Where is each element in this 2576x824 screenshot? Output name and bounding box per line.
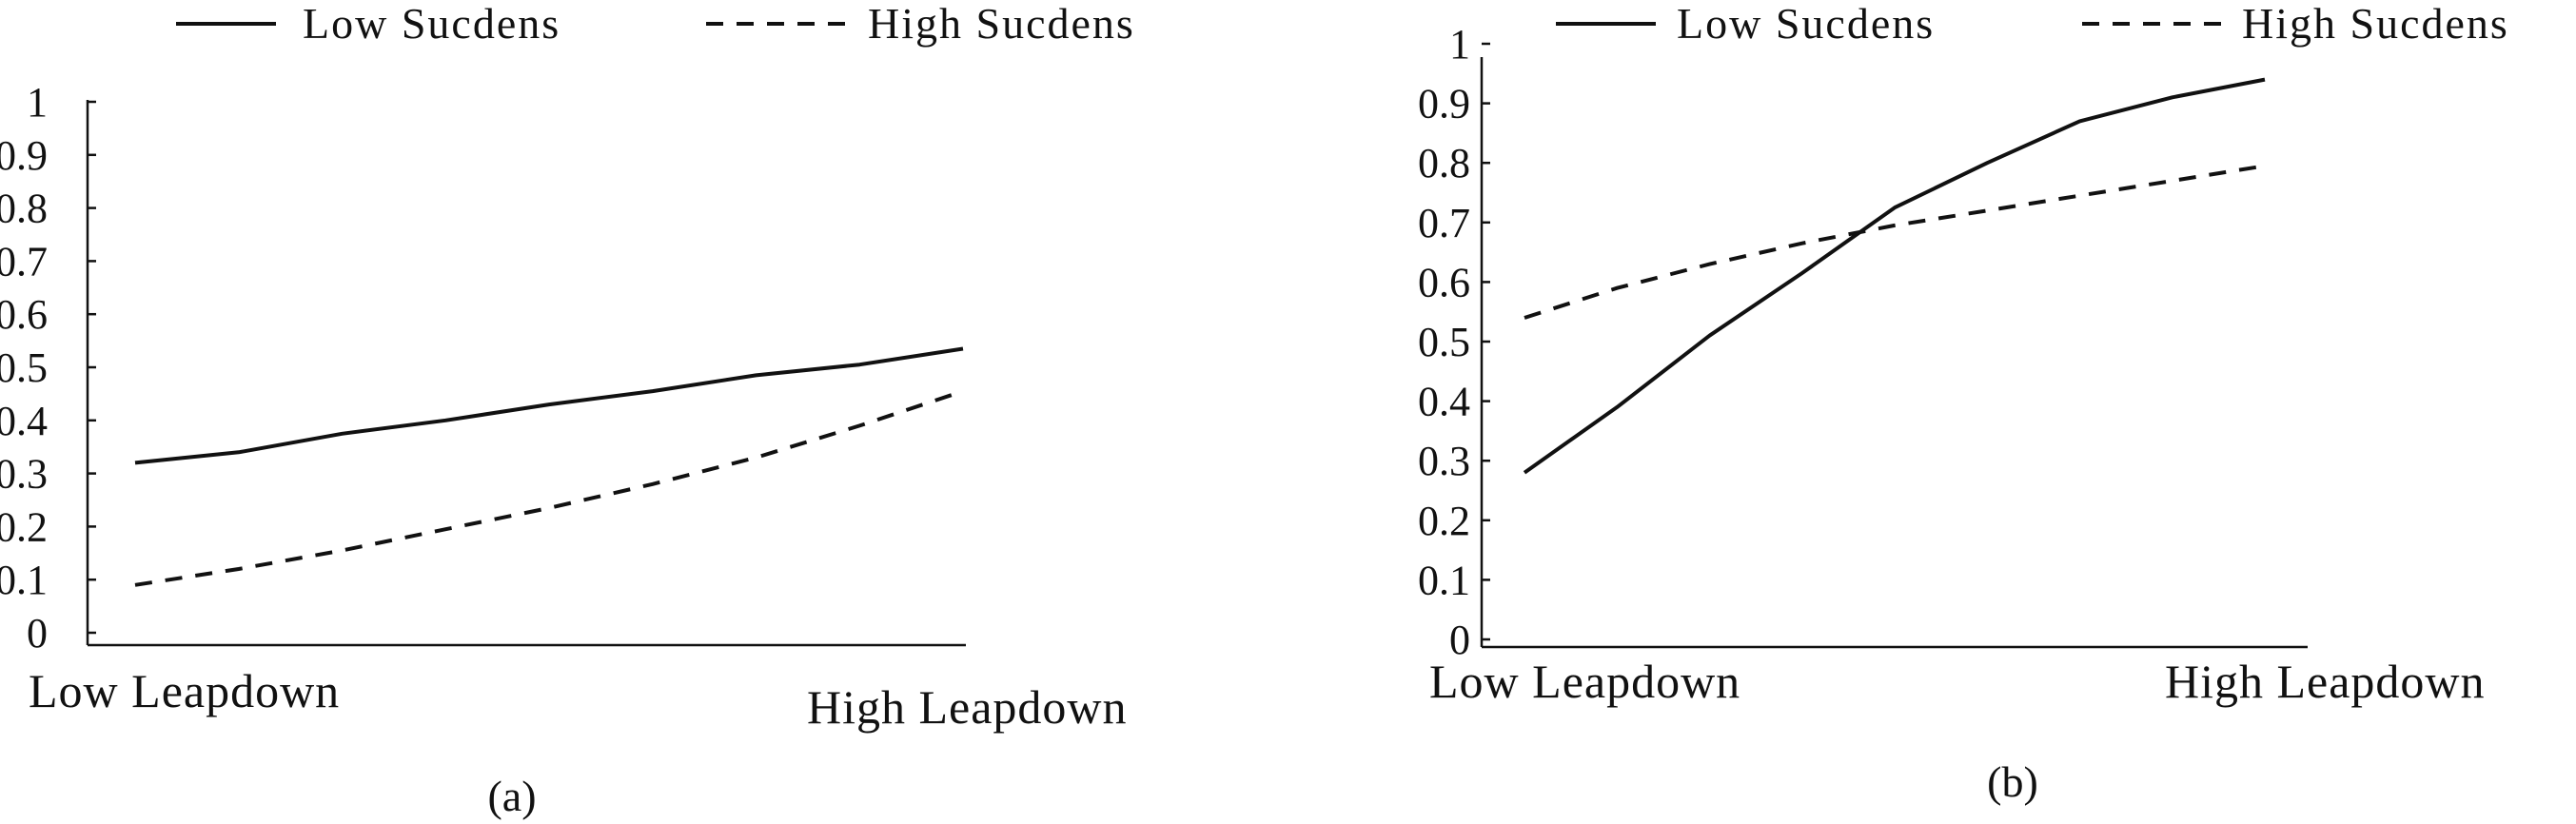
panel-a-y-tick-label: 0.6 [0, 291, 48, 338]
panel-a-y-tick-label: 0.9 [0, 132, 48, 179]
panel-b-y-tick-label: 0.7 [1418, 200, 1470, 246]
panel-a-legend-solid-label: Low Sucdens [303, 0, 560, 48]
panel-b-y-tick-label: 0.9 [1418, 81, 1470, 128]
panel-a-y-tick-label: 0.2 [0, 503, 48, 550]
panel-a-legend-dashed-label: High Sucdens [868, 0, 1135, 48]
panel-b-y-tick-label: 0.3 [1418, 438, 1470, 484]
panel-a-y-tick-label: 0.5 [0, 344, 48, 391]
panel-a-y-tick-label: 0.4 [0, 398, 48, 444]
panel-b-y-tick-label: 0.8 [1418, 140, 1470, 186]
panel-a-y-tick-label: 0.1 [0, 557, 48, 603]
panel-a-series-high-sucdens-line [134, 389, 964, 587]
panel-b-y-tick-label: 0.6 [1418, 259, 1470, 305]
panel-b-y-tick-label: 0.2 [1418, 498, 1470, 544]
panel-a-y-tick-label: 1 [27, 79, 48, 126]
panel-a-series-low-sucdens-line [134, 346, 964, 465]
panel-a-x-end-label: High Leapdown [807, 680, 1128, 734]
panel-b-y-ticks: 0 0.1 0.2 0.3 0.4 0.5 0.6 0.7 0.8 0.9 1 [1418, 21, 1490, 663]
panel-b: Low Sucdens High Sucdens 0 0.1 0.2 0.3 0.4 0.… [1418, 0, 2509, 806]
panel-b-y-tick-label: 0.5 [1418, 319, 1470, 365]
panel-a: Low Sucdens High Sucdens 0 0.1 0.2 0.3 0.4 0.… [0, 0, 1135, 820]
panel-a-y-tick-label: 0.7 [0, 238, 48, 284]
panel-b-legend-dashed-label: High Sucdens [2242, 0, 2509, 48]
panel-b-x-start-label: Low Leapdown [1429, 655, 1740, 708]
panel-a-y-tick-label: 0.3 [0, 451, 48, 498]
panel-a-x-start-label: Low Leapdown [29, 664, 340, 717]
panel-b-caption: (b) [1987, 757, 2038, 806]
panel-a-legend: Low Sucdens High Sucdens [176, 0, 1135, 48]
panel-b-legend-solid-label: Low Sucdens [1677, 0, 1935, 48]
panel-a-y-ticks: 0 0.1 0.2 0.3 0.4 0.5 0.6 0.7 0.8 0.9 1 [0, 79, 96, 657]
panel-a-y-tick-label: 0 [27, 610, 48, 657]
panel-b-y-tick-label: 0.1 [1418, 557, 1470, 603]
panel-b-legend: Low Sucdens High Sucdens [1556, 0, 2509, 48]
panel-b-y-tick-label: 0.4 [1418, 379, 1470, 425]
panel-b-series-low-sucdens-line [1523, 77, 2266, 475]
panel-b-series-high-sucdens-line [1524, 164, 2266, 320]
panel-b-y-tick-label: 1 [1449, 21, 1470, 68]
panel-a-series [134, 346, 964, 587]
panel-a-y-tick-label: 0.8 [0, 186, 48, 232]
panel-b-x-end-label: High Leapdown [2165, 655, 2486, 708]
panel-b-y-tick-label: 0 [1449, 617, 1470, 663]
panel-b-series [1523, 77, 2266, 475]
panel-a-caption: (a) [487, 772, 536, 820]
